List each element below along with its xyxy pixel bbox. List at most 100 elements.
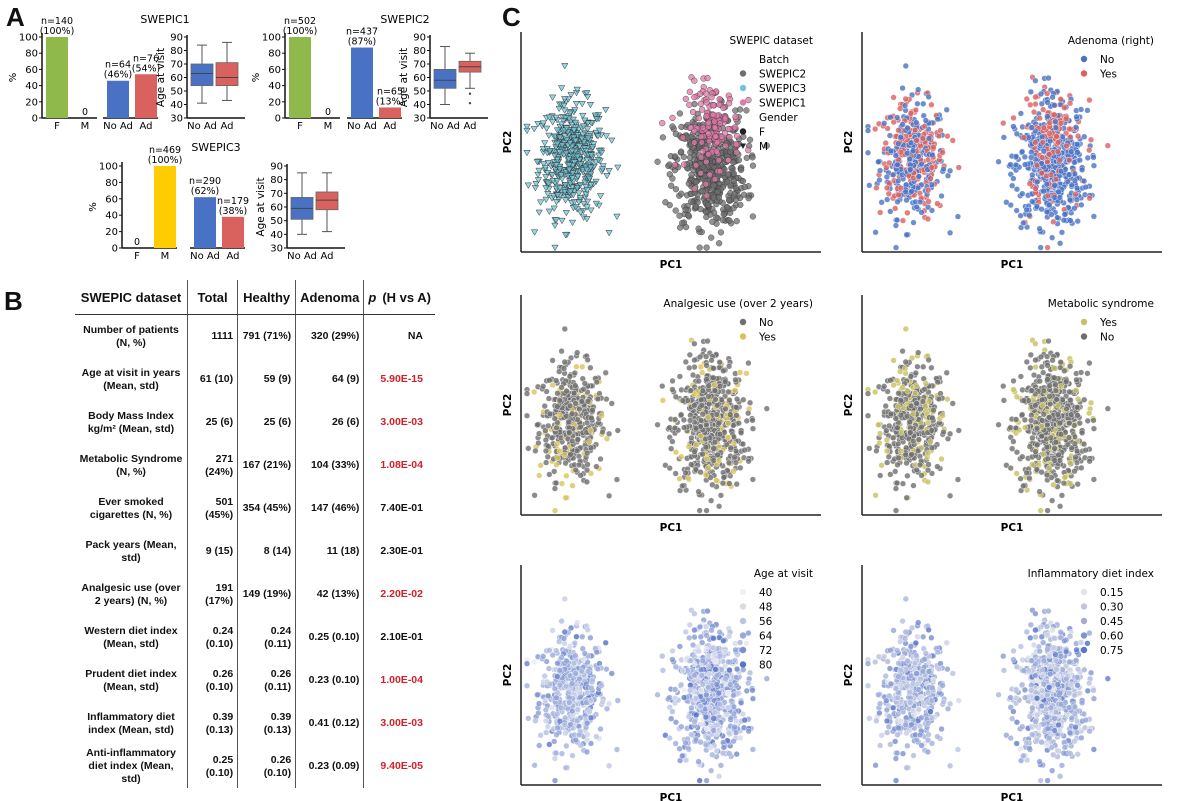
data-point: [671, 161, 678, 169]
data-point: [897, 134, 904, 141]
data-point: [878, 462, 885, 469]
data-point: [916, 198, 924, 206]
data-point: [1058, 492, 1066, 499]
data-point: [935, 132, 943, 140]
data-point: [558, 142, 566, 149]
data-point: [679, 397, 687, 404]
legend-marker: [739, 128, 747, 135]
data-point: [1063, 405, 1070, 412]
data-point: [895, 454, 902, 462]
data-point: [534, 177, 543, 184]
cell-p-value: 1.00E-04: [363, 659, 435, 702]
data-point: [614, 427, 621, 434]
data-point: [731, 191, 738, 198]
data-point: [730, 468, 737, 475]
data-point: [943, 106, 950, 113]
data-point: [703, 192, 710, 199]
data-point: [1052, 387, 1059, 394]
data-point: [659, 120, 666, 127]
data-point: [553, 178, 561, 185]
data-point: [733, 395, 741, 403]
data-point: [691, 93, 698, 101]
data-point: [915, 184, 922, 191]
data-point: [537, 199, 545, 206]
data-point: [678, 453, 685, 460]
data-point: [902, 95, 909, 103]
data-point: [730, 205, 737, 212]
data-point: [565, 156, 573, 163]
data-point: [703, 244, 710, 251]
cell-adenoma: 0.41 (0.12): [295, 702, 364, 745]
data-point: [544, 180, 552, 187]
data-point: [1027, 364, 1034, 371]
adenoma-bar-ad: [135, 74, 157, 118]
data-point: [585, 175, 594, 183]
data-point: [596, 193, 605, 200]
data-point: [584, 450, 591, 457]
data-point: [666, 201, 673, 209]
age-box-ytick-label: 70: [413, 60, 426, 71]
data-point: [1039, 139, 1046, 146]
legend-title: Analgesic use (over 2 years): [663, 298, 813, 310]
adenoma-data-label: (13%): [376, 96, 405, 107]
data-point: [740, 396, 747, 403]
data-point: [1017, 373, 1024, 380]
data-point: [599, 163, 607, 170]
data-point: [915, 436, 922, 443]
data-point: [940, 165, 947, 173]
data-point: [1032, 100, 1039, 108]
data-point: [1084, 417, 1091, 424]
data-point: [551, 755, 559, 762]
data-point: [1051, 365, 1058, 372]
data-point: [1051, 111, 1058, 118]
gender-data-label: (100%): [40, 26, 75, 37]
data-point: [1058, 229, 1066, 236]
data-point: [689, 108, 697, 116]
data-point: [669, 175, 676, 182]
data-point: [897, 149, 904, 156]
age-box-ytick-label: 60: [270, 203, 283, 214]
data-point: [685, 475, 692, 482]
data-point: [1019, 190, 1026, 197]
data-point: [709, 481, 716, 488]
data-point: [895, 403, 902, 410]
adenoma-bar-ad: [222, 216, 244, 248]
data-point: [1040, 124, 1047, 131]
data-point: [535, 709, 542, 717]
data-point: [740, 133, 747, 140]
legend-label: F: [759, 127, 765, 139]
data-point: [897, 412, 904, 419]
data-point: [592, 200, 601, 208]
data-point: [912, 106, 919, 114]
data-point: [583, 157, 591, 164]
data-point: [584, 461, 591, 468]
data-point: [918, 209, 925, 216]
data-point: [725, 100, 733, 107]
data-point: [724, 171, 732, 178]
data-point: [588, 144, 597, 151]
cell-total: 9 (15): [186, 530, 238, 573]
data-point: [735, 420, 742, 427]
data-point: [741, 184, 748, 191]
data-point: [883, 436, 890, 444]
data-point: [912, 369, 919, 377]
data-point: [682, 95, 689, 103]
data-point: [737, 201, 744, 208]
data-point: [1038, 469, 1045, 476]
data-point: [553, 461, 560, 468]
data-point: [1055, 188, 1062, 196]
data-point: [713, 411, 720, 418]
data-point: [919, 135, 927, 142]
data-point: [531, 492, 538, 499]
gender-data-label: 0: [134, 237, 140, 248]
data-point: [1074, 481, 1081, 488]
data-point: [1026, 475, 1033, 482]
data-point: [572, 466, 579, 474]
age-box-ytick-label: 30: [270, 244, 283, 255]
table-row: Pack years (Mean, std) 9 (15) 8 (14) 11 (18…: [75, 530, 435, 573]
data-point: [1044, 362, 1051, 369]
data-point: [1053, 396, 1060, 403]
data-point: [703, 376, 710, 383]
legend-marker: [739, 333, 747, 340]
